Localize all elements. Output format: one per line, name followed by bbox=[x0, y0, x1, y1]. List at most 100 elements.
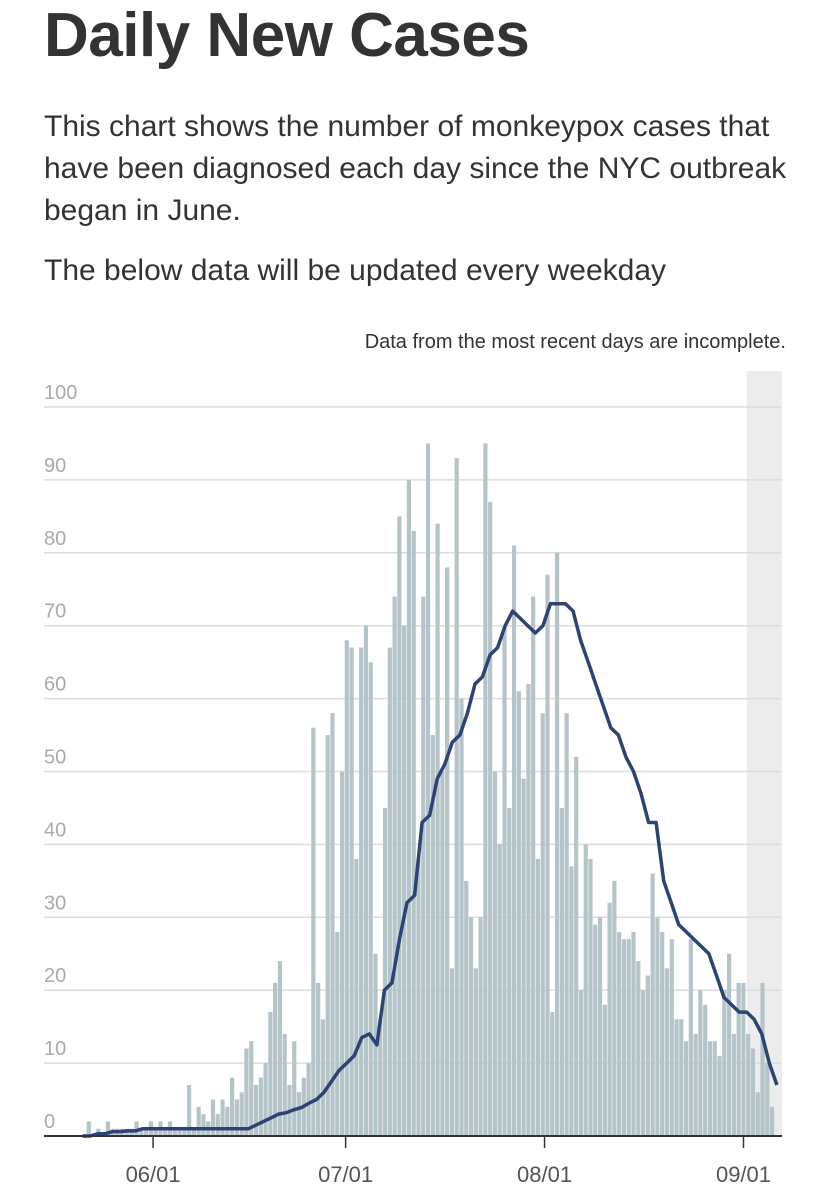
bar bbox=[182, 1128, 187, 1136]
y-tick-label: 30 bbox=[44, 892, 66, 914]
bar bbox=[669, 939, 674, 1136]
bar bbox=[664, 968, 670, 1136]
bar bbox=[746, 1033, 751, 1136]
bar bbox=[593, 924, 598, 1136]
bar bbox=[191, 1128, 196, 1136]
bar bbox=[707, 1041, 713, 1136]
bar bbox=[454, 458, 459, 1136]
bar bbox=[316, 982, 321, 1136]
bar bbox=[210, 1099, 216, 1136]
bar bbox=[550, 1012, 555, 1136]
daily-cases-chart: Data from the most recent days are incom… bbox=[44, 331, 786, 1187]
bar bbox=[277, 961, 283, 1136]
bar bbox=[569, 866, 574, 1136]
bar bbox=[683, 1041, 689, 1136]
bar bbox=[368, 662, 373, 1136]
bar bbox=[105, 1121, 110, 1136]
bar bbox=[435, 523, 440, 1136]
y-tick-label: 10 bbox=[44, 1038, 66, 1060]
bar bbox=[478, 917, 483, 1136]
bar bbox=[296, 1092, 302, 1136]
bar bbox=[177, 1128, 182, 1136]
bar bbox=[249, 1041, 254, 1136]
bar bbox=[244, 1048, 249, 1136]
bar bbox=[363, 625, 369, 1136]
bar bbox=[521, 778, 526, 1136]
bar bbox=[502, 625, 507, 1136]
bar bbox=[535, 858, 541, 1136]
bar bbox=[731, 1033, 736, 1136]
bar bbox=[230, 1077, 235, 1136]
bar bbox=[253, 1084, 259, 1136]
bar bbox=[679, 1019, 684, 1136]
y-tick-label: 0 bbox=[44, 1111, 55, 1133]
bar bbox=[674, 1019, 679, 1136]
bar bbox=[325, 735, 330, 1136]
bar bbox=[698, 990, 703, 1136]
bar bbox=[588, 858, 593, 1136]
seven-day-average-line bbox=[82, 602, 779, 1138]
bar bbox=[445, 567, 450, 1136]
bar bbox=[660, 931, 665, 1136]
x-tick-marks: 06/01 07/01 08/01 09/01 bbox=[126, 1136, 771, 1187]
bar bbox=[392, 596, 397, 1136]
bar bbox=[282, 1033, 287, 1136]
bar bbox=[645, 975, 650, 1136]
update-note: The below data will be updated every wee… bbox=[44, 254, 667, 287]
bar bbox=[402, 625, 407, 1136]
x-tick-label: 09/01 bbox=[716, 1162, 771, 1187]
bar bbox=[311, 727, 316, 1136]
bar bbox=[531, 596, 536, 1136]
bar bbox=[449, 968, 455, 1136]
bar bbox=[263, 1063, 268, 1136]
bar bbox=[421, 596, 426, 1136]
bar bbox=[163, 1128, 168, 1136]
bars bbox=[86, 443, 775, 1136]
bar bbox=[201, 1114, 206, 1136]
bar bbox=[134, 1121, 139, 1136]
bar bbox=[621, 939, 627, 1136]
bar bbox=[430, 735, 435, 1136]
bar bbox=[196, 1106, 201, 1136]
bar bbox=[139, 1128, 144, 1136]
bar bbox=[607, 902, 612, 1136]
bar bbox=[354, 858, 359, 1136]
bar bbox=[292, 1041, 297, 1136]
bar bbox=[769, 1106, 775, 1136]
bar bbox=[564, 713, 569, 1136]
bar bbox=[273, 982, 278, 1136]
bar bbox=[612, 880, 617, 1136]
x-tick-label: 06/01 bbox=[126, 1162, 181, 1187]
bar bbox=[387, 647, 392, 1136]
bar bbox=[425, 443, 431, 1136]
bar bbox=[172, 1128, 177, 1136]
bar bbox=[726, 953, 732, 1136]
y-tick-label: 20 bbox=[44, 965, 66, 987]
bar bbox=[640, 990, 646, 1136]
bar bbox=[215, 1114, 220, 1136]
bar bbox=[349, 647, 354, 1136]
bar bbox=[144, 1128, 149, 1136]
y-tick-labels: 0 10 20 30 40 50 60 70 80 90 100 bbox=[44, 382, 77, 1133]
bar bbox=[397, 516, 402, 1136]
y-tick-label: 50 bbox=[44, 747, 66, 769]
page-title: Daily New Cases bbox=[44, 1, 530, 70]
bar bbox=[626, 939, 631, 1136]
bar bbox=[688, 939, 693, 1136]
bar bbox=[583, 844, 588, 1136]
bar bbox=[378, 1019, 383, 1136]
bar bbox=[540, 713, 545, 1136]
bar bbox=[86, 1121, 91, 1136]
bar bbox=[559, 807, 564, 1136]
y-tick-label: 90 bbox=[44, 455, 66, 477]
bar bbox=[335, 931, 340, 1136]
chart-description: This chart shows the number of monkeypox… bbox=[44, 110, 787, 227]
bar bbox=[406, 479, 412, 1136]
bar bbox=[507, 807, 512, 1136]
x-tick-label: 08/01 bbox=[517, 1162, 572, 1187]
bar bbox=[473, 968, 478, 1136]
bar bbox=[320, 1019, 326, 1136]
bar bbox=[636, 961, 641, 1136]
bar bbox=[225, 1106, 230, 1136]
bar bbox=[468, 917, 474, 1136]
